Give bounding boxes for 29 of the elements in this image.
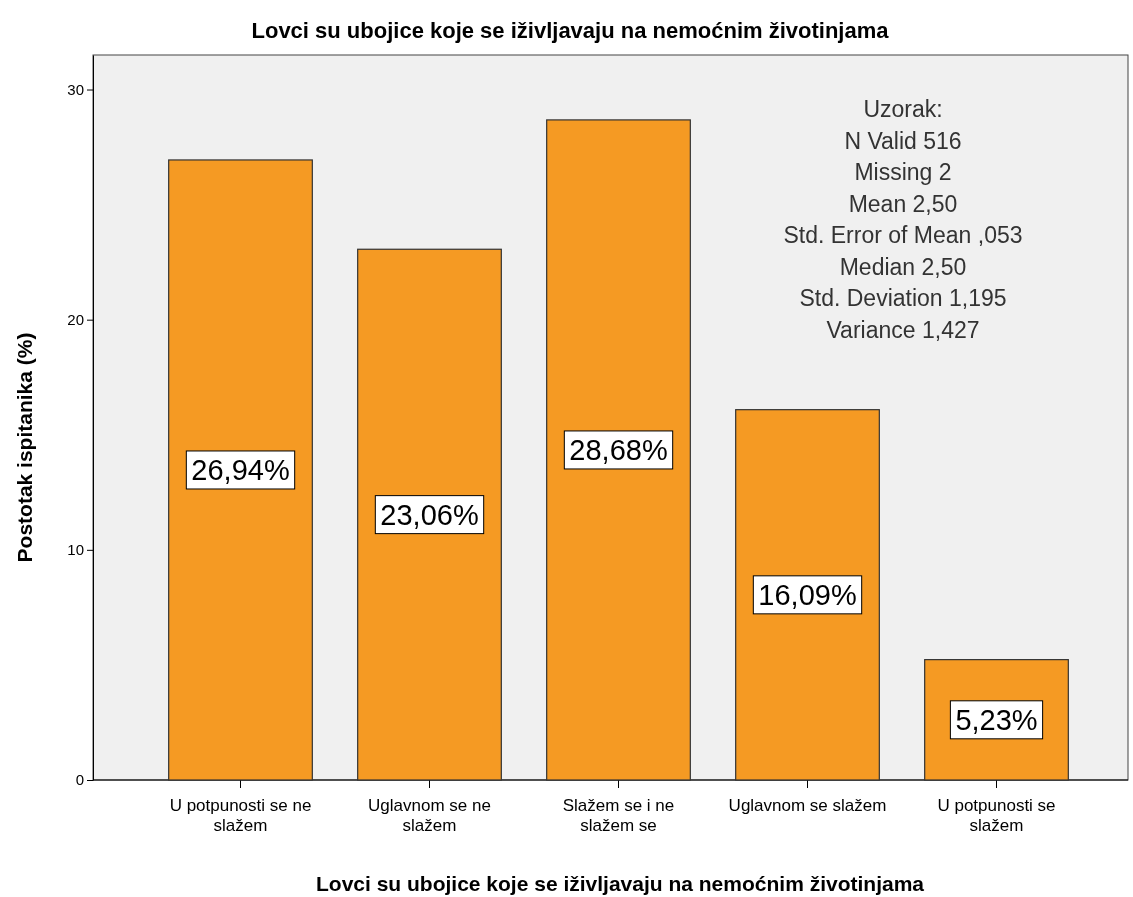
x-tick-label: U potpunosti se ne slažem bbox=[169, 796, 312, 835]
annotation: Missing 2 bbox=[854, 159, 952, 185]
data-label: 28,68% bbox=[569, 433, 668, 466]
annotation: Uzorak: bbox=[863, 96, 943, 122]
annotation: Mean 2,50 bbox=[848, 190, 958, 217]
y-tick-label: 30 bbox=[67, 80, 84, 98]
bar bbox=[168, 159, 313, 781]
x-tick-label: U potpunosti se slažem bbox=[937, 796, 1056, 835]
data-label: 26,94% bbox=[191, 453, 290, 486]
bar bbox=[357, 248, 502, 781]
annotation: Std. Error of Mean ,053 bbox=[783, 222, 1023, 248]
x-axis-title: Lovci su ubojice koje se iživljavaju na nemoćnim životinjama bbox=[315, 872, 925, 895]
annotation: Median 2,50 bbox=[839, 253, 967, 280]
bar bbox=[735, 409, 880, 781]
x-tick-label: Slažem se i ne slažem se bbox=[562, 796, 675, 835]
bar bbox=[546, 119, 691, 781]
annotation: Variance 1,427 bbox=[826, 316, 980, 343]
y-tick-label: 20 bbox=[67, 310, 84, 328]
annotation: N Valid 516 bbox=[844, 127, 962, 154]
chart-title: Lovci su ubojice koje se iživljavaju na nemoćnim životinjama bbox=[251, 18, 890, 43]
annotation: Std. Deviation 1,195 bbox=[799, 285, 1007, 311]
x-tick-label: Uglavnom se ne slažem bbox=[368, 796, 491, 835]
data-label: 16,09% bbox=[758, 578, 857, 611]
y-tick-label: 10 bbox=[67, 541, 84, 559]
x-tick-label: Uglavnom se slažem bbox=[728, 796, 887, 816]
y-tick-label: 0 bbox=[75, 771, 84, 789]
data-label: 23,06% bbox=[380, 498, 479, 531]
y-axis-title: Postotak ispitanika (%) bbox=[13, 332, 36, 563]
data-label: 5,23% bbox=[955, 703, 1038, 736]
